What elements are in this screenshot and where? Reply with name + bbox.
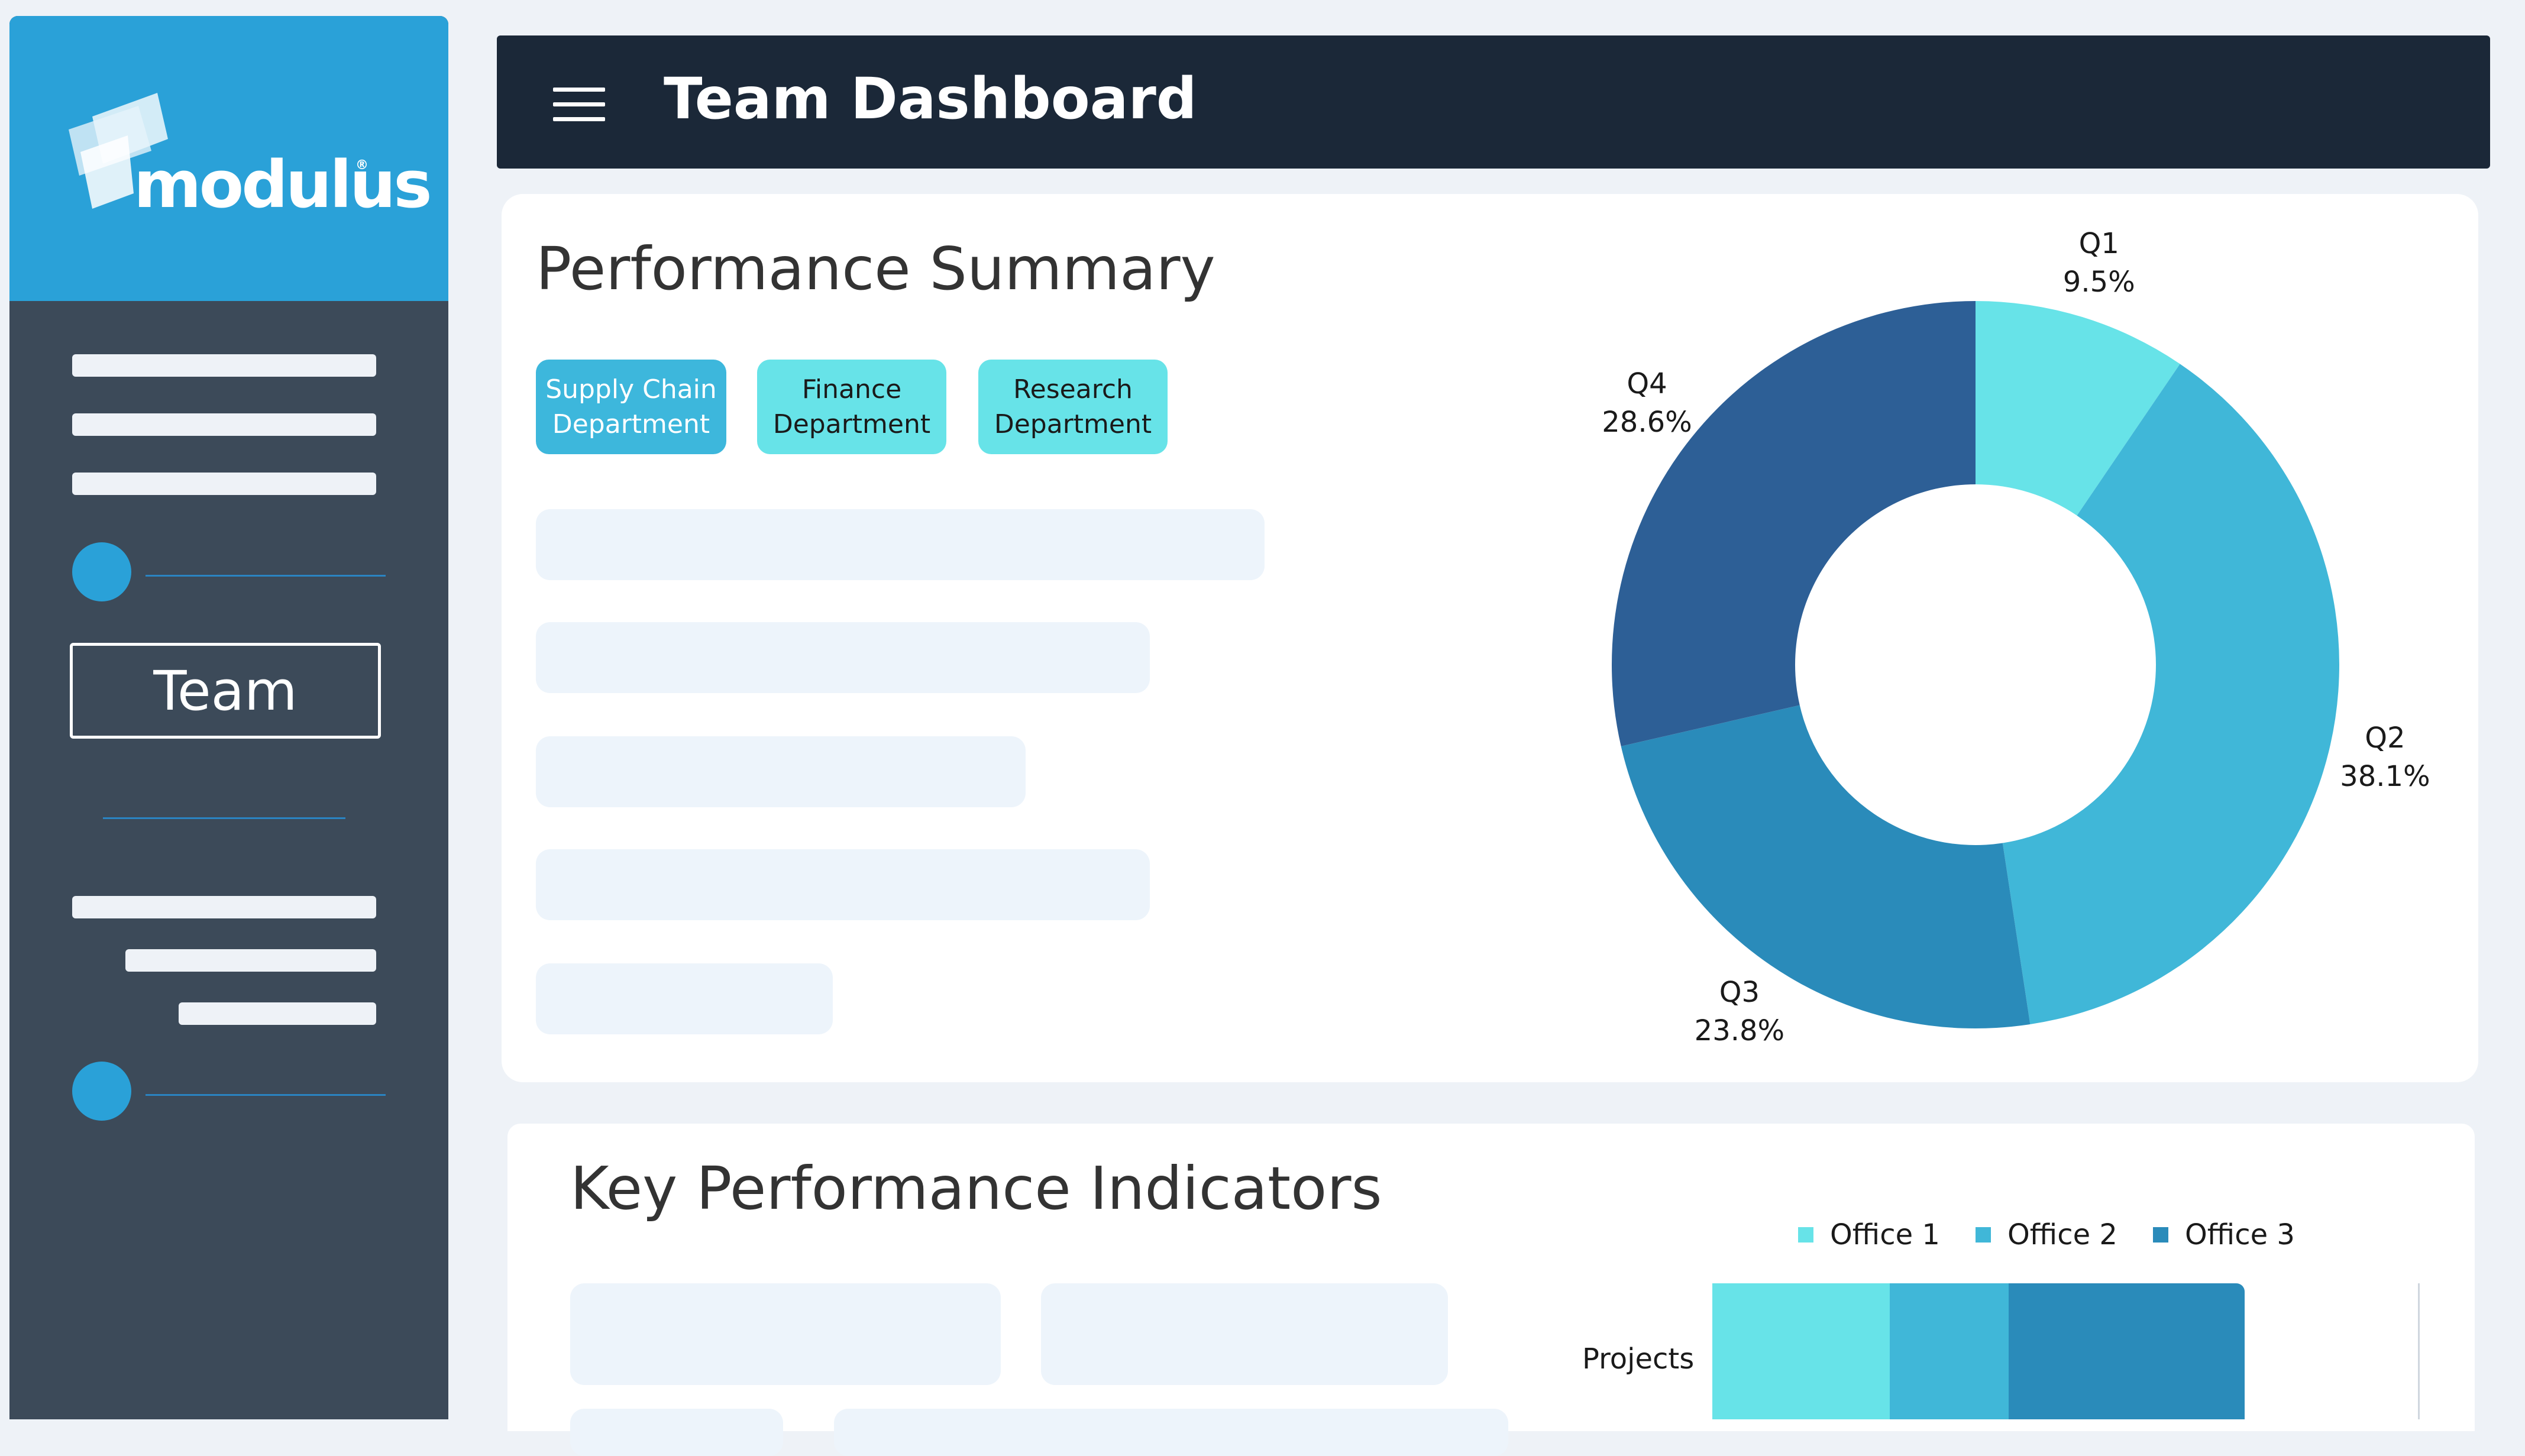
modulus-logo: [69, 93, 168, 209]
legend-label: Office 1: [1830, 1218, 1940, 1251]
sidebar-nav-subitem[interactable]: [179, 1002, 376, 1025]
donut-label-q4: Q4 28.6%: [1602, 365, 1692, 442]
dept-label-line1: Research: [1013, 374, 1133, 405]
sidebar-divider: [146, 1094, 386, 1096]
sidebar-nav-subitem[interactable]: [125, 949, 376, 972]
slice-value: 23.8%: [1694, 1014, 1785, 1048]
legend-item-office-2: Office 2: [1976, 1218, 2117, 1251]
sidebar-brand-area: modulus ®: [9, 16, 448, 301]
slice-value: 9.5%: [2062, 266, 2135, 299]
legend-swatch: [2153, 1227, 2168, 1243]
top-header: Team Dashboard: [497, 35, 2490, 169]
sidebar-nav-item[interactable]: [72, 354, 376, 377]
kpi-title: Key Performance Indicators: [570, 1154, 1382, 1223]
bar-category-label: Projects: [1582, 1342, 1695, 1376]
logo-wordmark: modulus: [134, 147, 432, 222]
sidebar-indicator-dot[interactable]: [72, 1062, 131, 1121]
slice-name: Q1: [2078, 227, 2119, 261]
logo-registered-mark: ®: [355, 158, 368, 173]
placeholder-row: [536, 509, 1265, 580]
slice-name: Q2: [2365, 721, 2406, 755]
sidebar-indicator-dot[interactable]: [72, 542, 131, 601]
placeholder-row: [536, 736, 1026, 807]
sidebar-nav-item[interactable]: [72, 896, 376, 918]
legend-item-office-1: Office 1: [1798, 1218, 1940, 1251]
dept-label-line2: Department: [994, 409, 1152, 439]
sidebar-nav-item[interactable]: [72, 413, 376, 436]
legend-label: Office 3: [2185, 1218, 2295, 1251]
dept-label-line2: Department: [772, 409, 931, 439]
hamburger-menu-icon[interactable]: [553, 88, 605, 123]
page-title: Team Dashboard: [664, 66, 1197, 132]
performance-summary-card: Performance Summary Supply Chain Departme…: [502, 194, 2478, 1082]
dept-label-line1: Finance: [801, 374, 902, 405]
team-button[interactable]: Team: [70, 643, 381, 739]
bar-segment-office-3: [2009, 1283, 2245, 1419]
research-department-button[interactable]: Research Department: [978, 360, 1168, 454]
placeholder-tile: [1041, 1283, 1448, 1385]
sidebar-divider: [146, 575, 386, 577]
slice-value: 38.1%: [2340, 760, 2430, 794]
bar-segment-office-2: [1890, 1283, 2009, 1419]
placeholder-row: [536, 963, 833, 1034]
placeholder-tile: [570, 1283, 1001, 1385]
legend-swatch: [1798, 1227, 1813, 1243]
performance-summary-title: Performance Summary: [536, 234, 1215, 303]
finance-department-button[interactable]: Finance Department: [757, 360, 946, 454]
slice-value: 28.6%: [1602, 405, 1692, 439]
dept-label-line2: Department: [552, 409, 710, 439]
sidebar-divider: [103, 817, 345, 819]
sidebar: modulus ® Team: [9, 16, 448, 1419]
placeholder-row: [536, 849, 1150, 920]
bar-segment-office-1: [1712, 1283, 1890, 1419]
dept-label-line1: Supply Chain: [545, 374, 717, 405]
legend-swatch: [1976, 1227, 1991, 1243]
legend-item-office-3: Office 3: [2153, 1218, 2295, 1251]
placeholder-tile: [834, 1409, 1508, 1456]
sidebar-nav-item[interactable]: [72, 473, 376, 495]
donut-label-q2: Q2 38.1%: [2340, 719, 2430, 796]
donut-label-q1: Q1 9.5%: [2063, 225, 2135, 302]
placeholder-row: [536, 622, 1150, 693]
bar-chart-axis: [2418, 1283, 2420, 1419]
legend-label: Office 2: [2007, 1218, 2117, 1251]
donut-label-q3: Q3 23.8%: [1695, 973, 1784, 1050]
slice-name: Q4: [1627, 367, 1667, 401]
placeholder-tile: [570, 1409, 783, 1456]
supply-chain-department-button[interactable]: Supply Chain Department: [536, 360, 726, 454]
slice-name: Q3: [1719, 976, 1760, 1010]
